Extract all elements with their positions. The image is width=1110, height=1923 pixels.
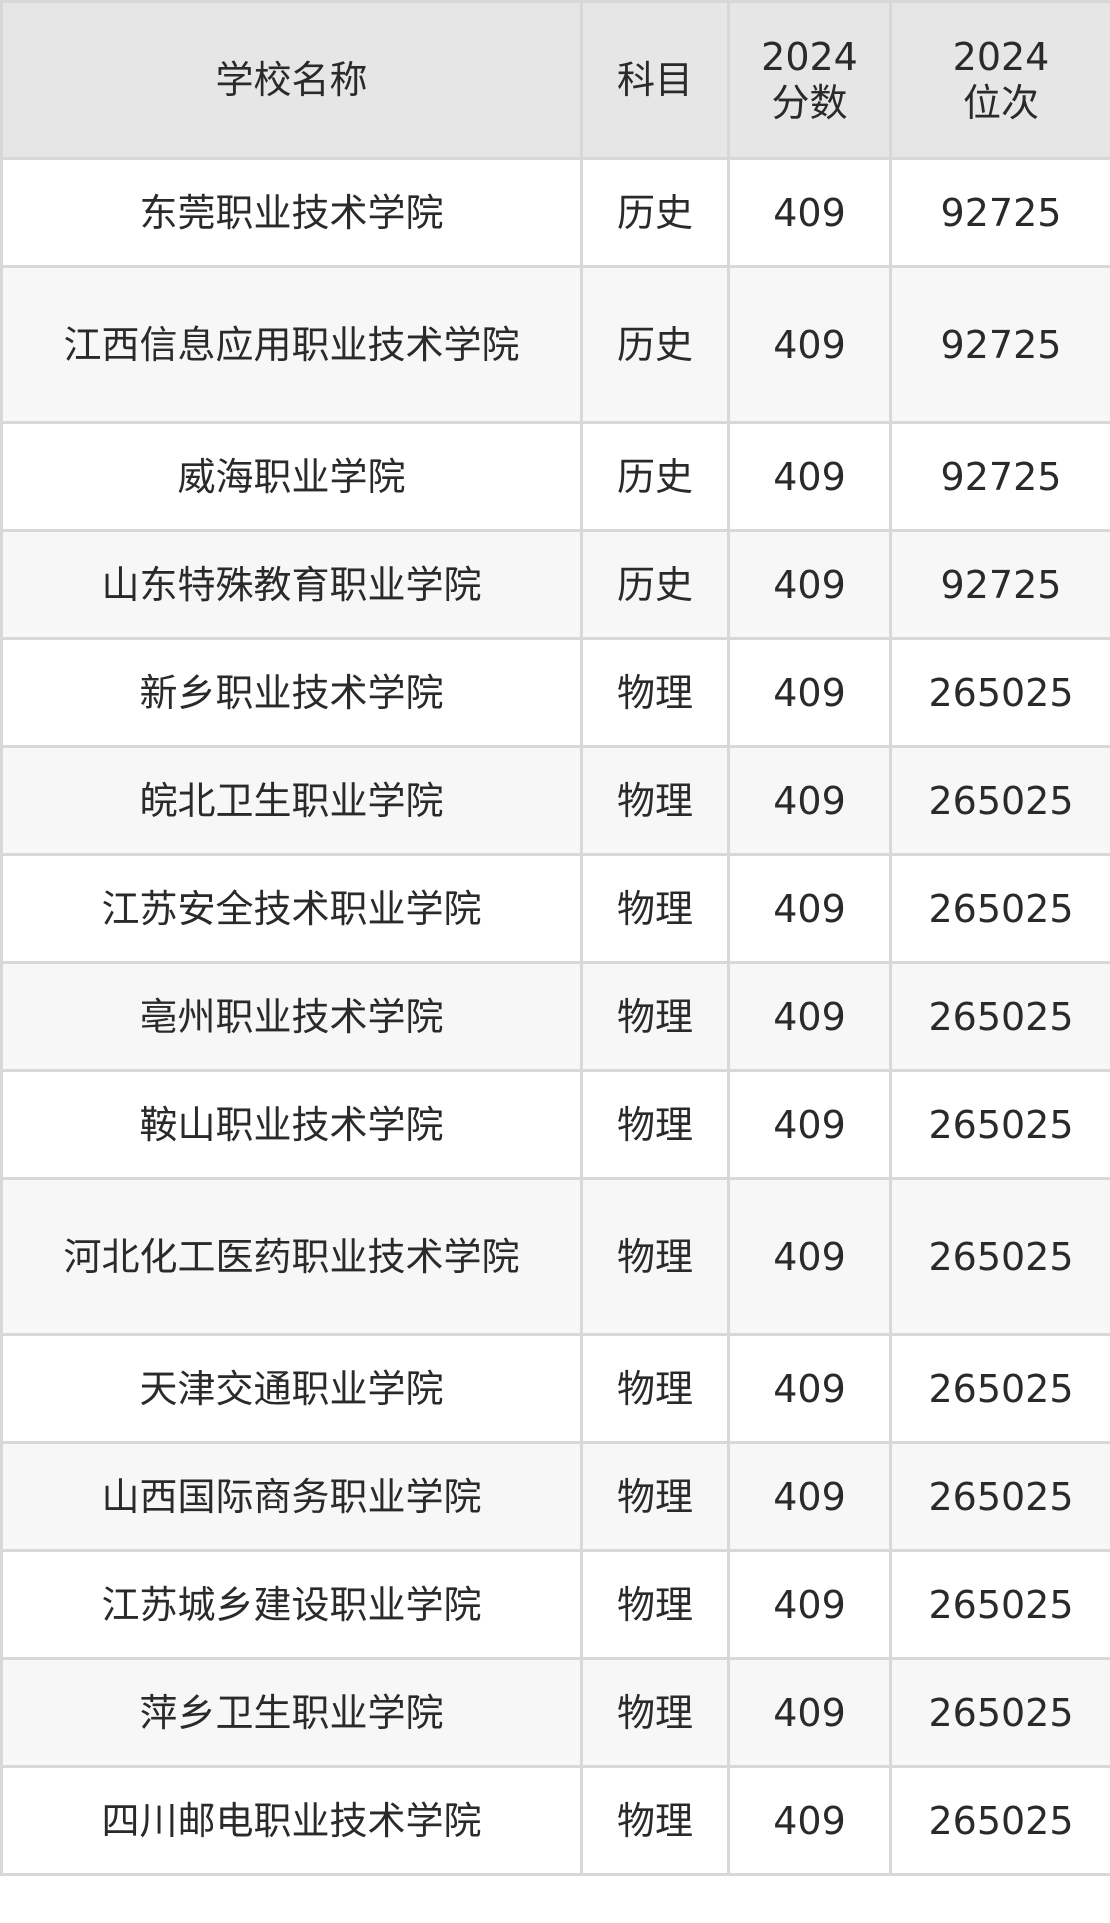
table-row: 天津交通职业学院 物理 409 265025 (0, 1333, 1110, 1444)
subject-cell: 历史 (580, 529, 730, 640)
school-cell: 皖北卫生职业学院 (0, 745, 583, 856)
table-row: 东莞职业技术学院 历史 409 92725 (0, 157, 1110, 268)
table-row: 萍乡卫生职业学院 物理 409 265025 (0, 1657, 1110, 1768)
table-row: 鞍山职业技术学院 物理 409 265025 (0, 1069, 1110, 1180)
header-score: 2024 分数 (727, 0, 892, 160)
rank-cell: 265025 (889, 853, 1110, 964)
subject-cell: 物理 (580, 1657, 730, 1768)
score-cell: 409 (727, 1765, 892, 1876)
table-row: 亳州职业技术学院 物理 409 265025 (0, 961, 1110, 1072)
school-cell: 天津交通职业学院 (0, 1333, 583, 1444)
score-cell: 409 (727, 637, 892, 748)
subject-cell: 物理 (580, 853, 730, 964)
score-cell: 409 (727, 1177, 892, 1336)
subject-cell: 物理 (580, 1333, 730, 1444)
header-rank-year: 2024 (952, 35, 1050, 79)
score-cell: 409 (727, 529, 892, 640)
subject-cell: 物理 (580, 961, 730, 1072)
rank-cell: 92725 (889, 157, 1110, 268)
rank-cell: 265025 (889, 1177, 1110, 1336)
score-cell: 409 (727, 421, 892, 532)
school-cell: 江西信息应用职业技术学院 (0, 265, 583, 424)
score-cell: 409 (727, 853, 892, 964)
table-row: 四川邮电职业技术学院 物理 409 265025 (0, 1765, 1110, 1876)
subject-cell: 历史 (580, 265, 730, 424)
score-cell: 409 (727, 745, 892, 856)
header-score-year: 2024 (761, 35, 858, 79)
school-cell: 东莞职业技术学院 (0, 157, 583, 268)
score-cell: 409 (727, 1333, 892, 1444)
subject-cell: 物理 (580, 1069, 730, 1180)
rank-cell: 265025 (889, 637, 1110, 748)
school-cell: 山东特殊教育职业学院 (0, 529, 583, 640)
score-cell: 409 (727, 1549, 892, 1660)
school-cell: 江苏城乡建设职业学院 (0, 1549, 583, 1660)
score-table: 学校名称 科目 2024 分数 2024 位次 东莞职业技术学院 历史 409 92725… (0, 0, 1110, 1876)
table-row: 威海职业学院 历史 409 92725 (0, 421, 1110, 532)
rank-cell: 265025 (889, 745, 1110, 856)
rank-cell: 92725 (889, 421, 1110, 532)
table-row: 新乡职业技术学院 物理 409 265025 (0, 637, 1110, 748)
header-rank-label: 位次 (962, 81, 1039, 125)
subject-cell: 历史 (580, 421, 730, 532)
rank-cell: 265025 (889, 1549, 1110, 1660)
table-row: 河北化工医药职业技术学院 物理 409 265025 (0, 1177, 1110, 1336)
school-cell: 鞍山职业技术学院 (0, 1069, 583, 1180)
header-subject-label: 科目 (616, 58, 693, 102)
subject-cell: 物理 (580, 1441, 730, 1552)
rank-cell: 265025 (889, 1333, 1110, 1444)
score-cell: 409 (727, 961, 892, 1072)
subject-cell: 物理 (580, 1177, 730, 1336)
header-school: 学校名称 (0, 0, 583, 160)
school-cell: 山西国际商务职业学院 (0, 1441, 583, 1552)
rank-cell: 92725 (889, 265, 1110, 424)
school-cell: 四川邮电职业技术学院 (0, 1765, 583, 1876)
score-cell: 409 (727, 1069, 892, 1180)
school-cell: 江苏安全技术职业学院 (0, 853, 583, 964)
table-row: 江苏城乡建设职业学院 物理 409 265025 (0, 1549, 1110, 1660)
school-cell: 新乡职业技术学院 (0, 637, 583, 748)
table-row: 山东特殊教育职业学院 历史 409 92725 (0, 529, 1110, 640)
rank-cell: 265025 (889, 1441, 1110, 1552)
header-school-label: 学校名称 (215, 58, 368, 102)
school-cell: 萍乡卫生职业学院 (0, 1657, 583, 1768)
subject-cell: 物理 (580, 1765, 730, 1876)
score-cell: 409 (727, 1441, 892, 1552)
header-score-label: 分数 (771, 81, 848, 125)
rank-cell: 265025 (889, 1069, 1110, 1180)
rank-cell: 92725 (889, 529, 1110, 640)
table-row: 皖北卫生职业学院 物理 409 265025 (0, 745, 1110, 856)
score-cell: 409 (727, 157, 892, 268)
school-cell: 河北化工医药职业技术学院 (0, 1177, 583, 1336)
header-rank: 2024 位次 (889, 0, 1110, 160)
table-row: 江西信息应用职业技术学院 历史 409 92725 (0, 265, 1110, 424)
rank-cell: 265025 (889, 1765, 1110, 1876)
rank-cell: 265025 (889, 1657, 1110, 1768)
table-row: 山西国际商务职业学院 物理 409 265025 (0, 1441, 1110, 1552)
score-cell: 409 (727, 1657, 892, 1768)
score-cell: 409 (727, 265, 892, 424)
school-cell: 亳州职业技术学院 (0, 961, 583, 1072)
table-row: 江苏安全技术职业学院 物理 409 265025 (0, 853, 1110, 964)
subject-cell: 历史 (580, 157, 730, 268)
subject-cell: 物理 (580, 745, 730, 856)
table-header-row: 学校名称 科目 2024 分数 2024 位次 (0, 0, 1110, 160)
subject-cell: 物理 (580, 637, 730, 748)
header-subject: 科目 (580, 0, 730, 160)
subject-cell: 物理 (580, 1549, 730, 1660)
school-cell: 威海职业学院 (0, 421, 583, 532)
rank-cell: 265025 (889, 961, 1110, 1072)
